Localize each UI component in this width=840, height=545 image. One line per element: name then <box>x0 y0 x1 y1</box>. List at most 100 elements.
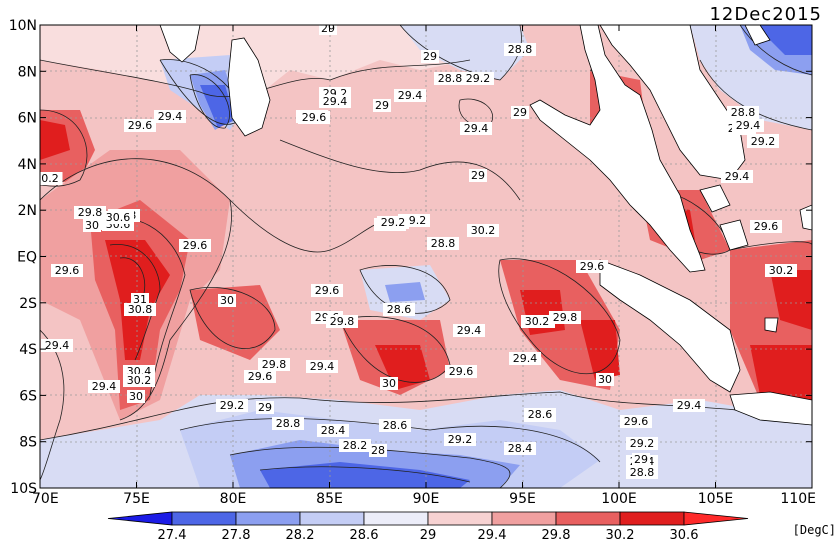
contour-label: 29.4 <box>457 324 482 337</box>
contour-label: 29 <box>634 453 648 466</box>
contour-label-bg <box>179 239 211 252</box>
contour-label: 29.4 <box>736 119 761 132</box>
land-sumatra-south <box>599 259 741 393</box>
contour-label: 29.2 <box>751 135 776 148</box>
lat-tick-label: 4S <box>19 342 37 358</box>
contour-label-bg <box>124 303 156 316</box>
contour-label-bg <box>131 293 149 306</box>
contour-label-bg <box>727 106 759 119</box>
colorbar-label: 27.8 <box>222 528 251 543</box>
lat-tick-label: 6N <box>18 111 37 127</box>
contour-label-bg <box>154 110 186 123</box>
sst-zone-north-cool <box>400 25 530 80</box>
contour-label: 29.4 <box>323 95 348 108</box>
contour-label: 31 <box>133 293 147 306</box>
contour-label-bg <box>369 444 387 457</box>
land-sri-lanka <box>227 37 271 137</box>
contour-label-bg <box>88 380 120 393</box>
land-java <box>729 391 812 426</box>
land-belitung <box>719 219 749 251</box>
contour-label-bg <box>427 237 459 250</box>
contour-label-bg <box>626 437 658 450</box>
sst-zone-west-warm2 <box>40 120 70 160</box>
contour-label-bg <box>102 211 134 224</box>
contour-label-bg <box>379 419 411 432</box>
land-indochina-tip <box>744 25 771 46</box>
contour-label-bg <box>750 220 782 233</box>
lon-tick-label: 105E <box>698 491 734 507</box>
contour-label-bg <box>576 260 608 273</box>
contour-label: 29 <box>471 169 485 182</box>
contour-label: 29 <box>258 401 272 414</box>
contour-label-bg <box>394 89 426 102</box>
land-malay-peninsula <box>599 25 746 181</box>
colorbar-label: 28.6 <box>350 528 379 543</box>
sst-zone-ne-coolest <box>755 25 812 55</box>
contour-label: 28.8 <box>438 72 463 85</box>
lon-tick-label: 70E <box>32 491 59 507</box>
contour-label: 28.6 <box>387 303 412 316</box>
contour-label: 29.2 <box>448 433 473 446</box>
contour-label: 28.6 <box>528 408 553 421</box>
contour-label-bg <box>765 264 797 277</box>
contour-label: 29.2 <box>630 437 655 450</box>
lon-tick-label: 100E <box>601 491 637 507</box>
colorbar-label: 30.6 <box>670 528 699 543</box>
colorbar-label: 30.2 <box>606 528 635 543</box>
contour-label: 29.8 <box>78 206 103 219</box>
sst-zone-srilanka-coolest <box>200 85 235 128</box>
lat-tick-label: 10N <box>9 18 37 34</box>
contour-label: 29.4 <box>513 352 538 365</box>
contour-label-bg <box>524 408 556 421</box>
sst-zone-java-sea-hot <box>770 270 812 330</box>
contour-label-bg <box>549 311 581 324</box>
contour-label-bg <box>258 358 290 371</box>
contour-label: 28.4 <box>321 424 346 437</box>
contour-label-bg <box>373 99 391 112</box>
sst-zone-south-cool4 <box>260 462 470 488</box>
contour-label-bg <box>377 216 409 229</box>
colorbar-segment <box>491 511 557 526</box>
contour-label-bg <box>40 172 63 185</box>
contour-label: 30.2 <box>127 374 152 387</box>
lat-tick-label: 8N <box>18 64 37 80</box>
contour-label: 30 <box>598 373 612 386</box>
longitude-axis: 70E 75E 80E 85E 90E 95E 100E 105E 110E <box>32 25 816 507</box>
lat-tick-label: 4N <box>18 157 37 173</box>
contour-label-bg <box>319 25 337 35</box>
contour-label-bg <box>509 352 541 365</box>
contour-label-bg <box>521 315 553 328</box>
contour-label-bg <box>445 365 477 378</box>
contour-label: 29 <box>513 106 527 119</box>
contour-label: 29 <box>321 22 335 35</box>
contour-label: 30.6 <box>106 211 131 224</box>
contour-label: 29 <box>375 99 389 112</box>
contour-label-bg <box>83 219 101 232</box>
contour-label: 28 <box>371 444 385 457</box>
contour-label-bg <box>632 453 650 466</box>
contour-label: 29.6 <box>754 220 779 233</box>
contour-label: 28.8 <box>630 466 655 479</box>
contour-label-bg <box>272 417 304 430</box>
contour-label-bg <box>380 377 398 390</box>
colorbar-segment <box>555 511 621 526</box>
contour-label: 28.6 <box>383 419 408 432</box>
lon-tick-label: 95E <box>509 491 536 507</box>
land-bangka <box>699 184 731 213</box>
contour-label-bg <box>244 370 276 383</box>
contour-label-bg <box>469 169 487 182</box>
contour-label-bg <box>326 315 358 328</box>
colorbar-label: 27.4 <box>158 528 187 543</box>
contour-label-bg <box>596 373 614 386</box>
contour-label-bg <box>434 72 466 85</box>
colorbar-arrow-high <box>683 511 749 526</box>
colorbar-segment <box>363 511 429 526</box>
contour-label-bg <box>732 119 764 132</box>
contour-label-bg <box>462 72 494 85</box>
colorbar: 27.4 27.8 28.2 28.6 29 29.4 29.8 30.2 30.6 <box>107 511 749 543</box>
contour-label-bg <box>620 415 652 428</box>
contour-label: 28.8 <box>431 237 456 250</box>
contour-label-bg <box>319 95 351 108</box>
